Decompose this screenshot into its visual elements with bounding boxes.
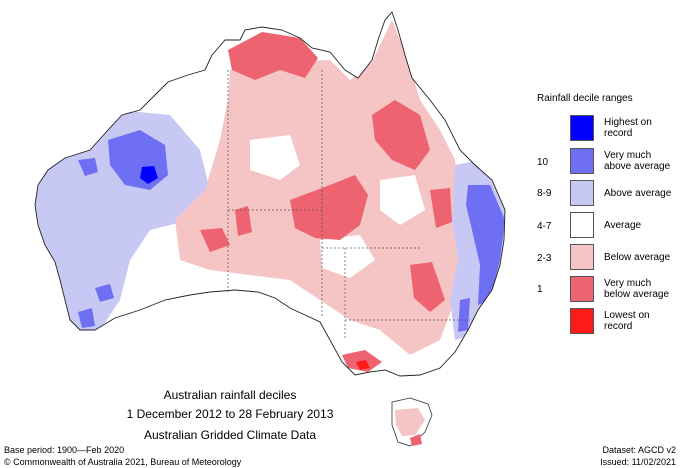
- legend-item-very-much-below: Very much below average: [540, 276, 680, 302]
- qld-very-much-below: [372, 100, 430, 170]
- legend-swatch-highest: [570, 115, 594, 141]
- legend-label-below: Below average: [604, 252, 671, 263]
- dataset-label: Dataset: AGCD v2: [602, 445, 676, 455]
- legend-title: Rainfall decile ranges: [537, 93, 633, 104]
- legend-item-above: Above average: [540, 180, 680, 206]
- tasmania-below-average: [395, 408, 425, 436]
- caption-dataset: Australian Gridded Climate Data: [143, 428, 317, 442]
- legend-label-very-much-below: Very much below average: [604, 278, 670, 300]
- legend-range-1: 1: [537, 284, 543, 295]
- east-coast-very-much-above: [466, 185, 505, 305]
- legend-swatch-very-much-above: [570, 148, 594, 174]
- west-centre-very-much-below: [200, 228, 230, 252]
- legend-item-very-much-above: Very much above average: [540, 148, 680, 174]
- west-centre-very-much-below-2: [235, 206, 252, 236]
- nsw-very-much-below: [410, 262, 445, 312]
- caption-period: 1 December 2012 to 28 February 2013: [126, 407, 334, 421]
- centre-very-much-below: [290, 175, 368, 240]
- state-borders: [227, 70, 470, 340]
- central-average-2: [380, 175, 425, 225]
- legend-swatch-average: [570, 212, 594, 238]
- top-end-very-much-below: [228, 32, 318, 80]
- legend-range-4-7: 4-7: [537, 221, 552, 232]
- tasmania-very-much-below: [410, 434, 422, 446]
- legend-swatch-below: [570, 244, 594, 270]
- central-average-3: [320, 235, 375, 278]
- legend-label-average: Average: [604, 220, 642, 231]
- legend-label-highest: Highest on record: [604, 117, 652, 139]
- legend-swatch-very-much-below: [570, 276, 594, 302]
- issued-date: Issued: 11/02/2021: [600, 457, 676, 467]
- west-very-much-above-small1: [78, 158, 98, 176]
- legend-label-above: Above average: [604, 188, 672, 199]
- central-average-1: [250, 135, 300, 180]
- mainland-rainfall-regions: [35, 20, 505, 372]
- west-highest-record: [140, 166, 158, 184]
- legend-range-10: 10: [537, 157, 549, 168]
- caption-title: Australian rainfall deciles: [163, 388, 297, 402]
- legend-item-lowest: Lowest on record: [540, 308, 680, 334]
- legend-item-highest: Highest on record: [540, 115, 680, 141]
- legend-range-8-9: 8-9: [537, 188, 552, 199]
- east-coast-very-much-above-south: [458, 298, 470, 332]
- copyright: © Commonwealth of Australia 2021, Bureau…: [4, 457, 242, 467]
- legend-swatch-lowest: [570, 308, 594, 334]
- base-period: Base period: 1900—Feb 2020: [4, 445, 125, 455]
- legend-item-average: Average: [540, 212, 680, 238]
- legend-item-below: Below average: [540, 244, 680, 270]
- vic-lowest-record: [356, 360, 370, 370]
- far-west-very-much-above: [78, 308, 95, 328]
- mainland-outline: [34, 11, 506, 377]
- legend-label-lowest: Lowest on record: [604, 310, 650, 332]
- qld-east-very-much-below: [430, 188, 452, 228]
- west-very-much-above-small2: [95, 284, 114, 302]
- legend-label-very-much-above: Very much above average: [604, 150, 671, 172]
- legend-swatch-above: [570, 180, 594, 206]
- legend-range-2-3: 2-3: [537, 253, 552, 264]
